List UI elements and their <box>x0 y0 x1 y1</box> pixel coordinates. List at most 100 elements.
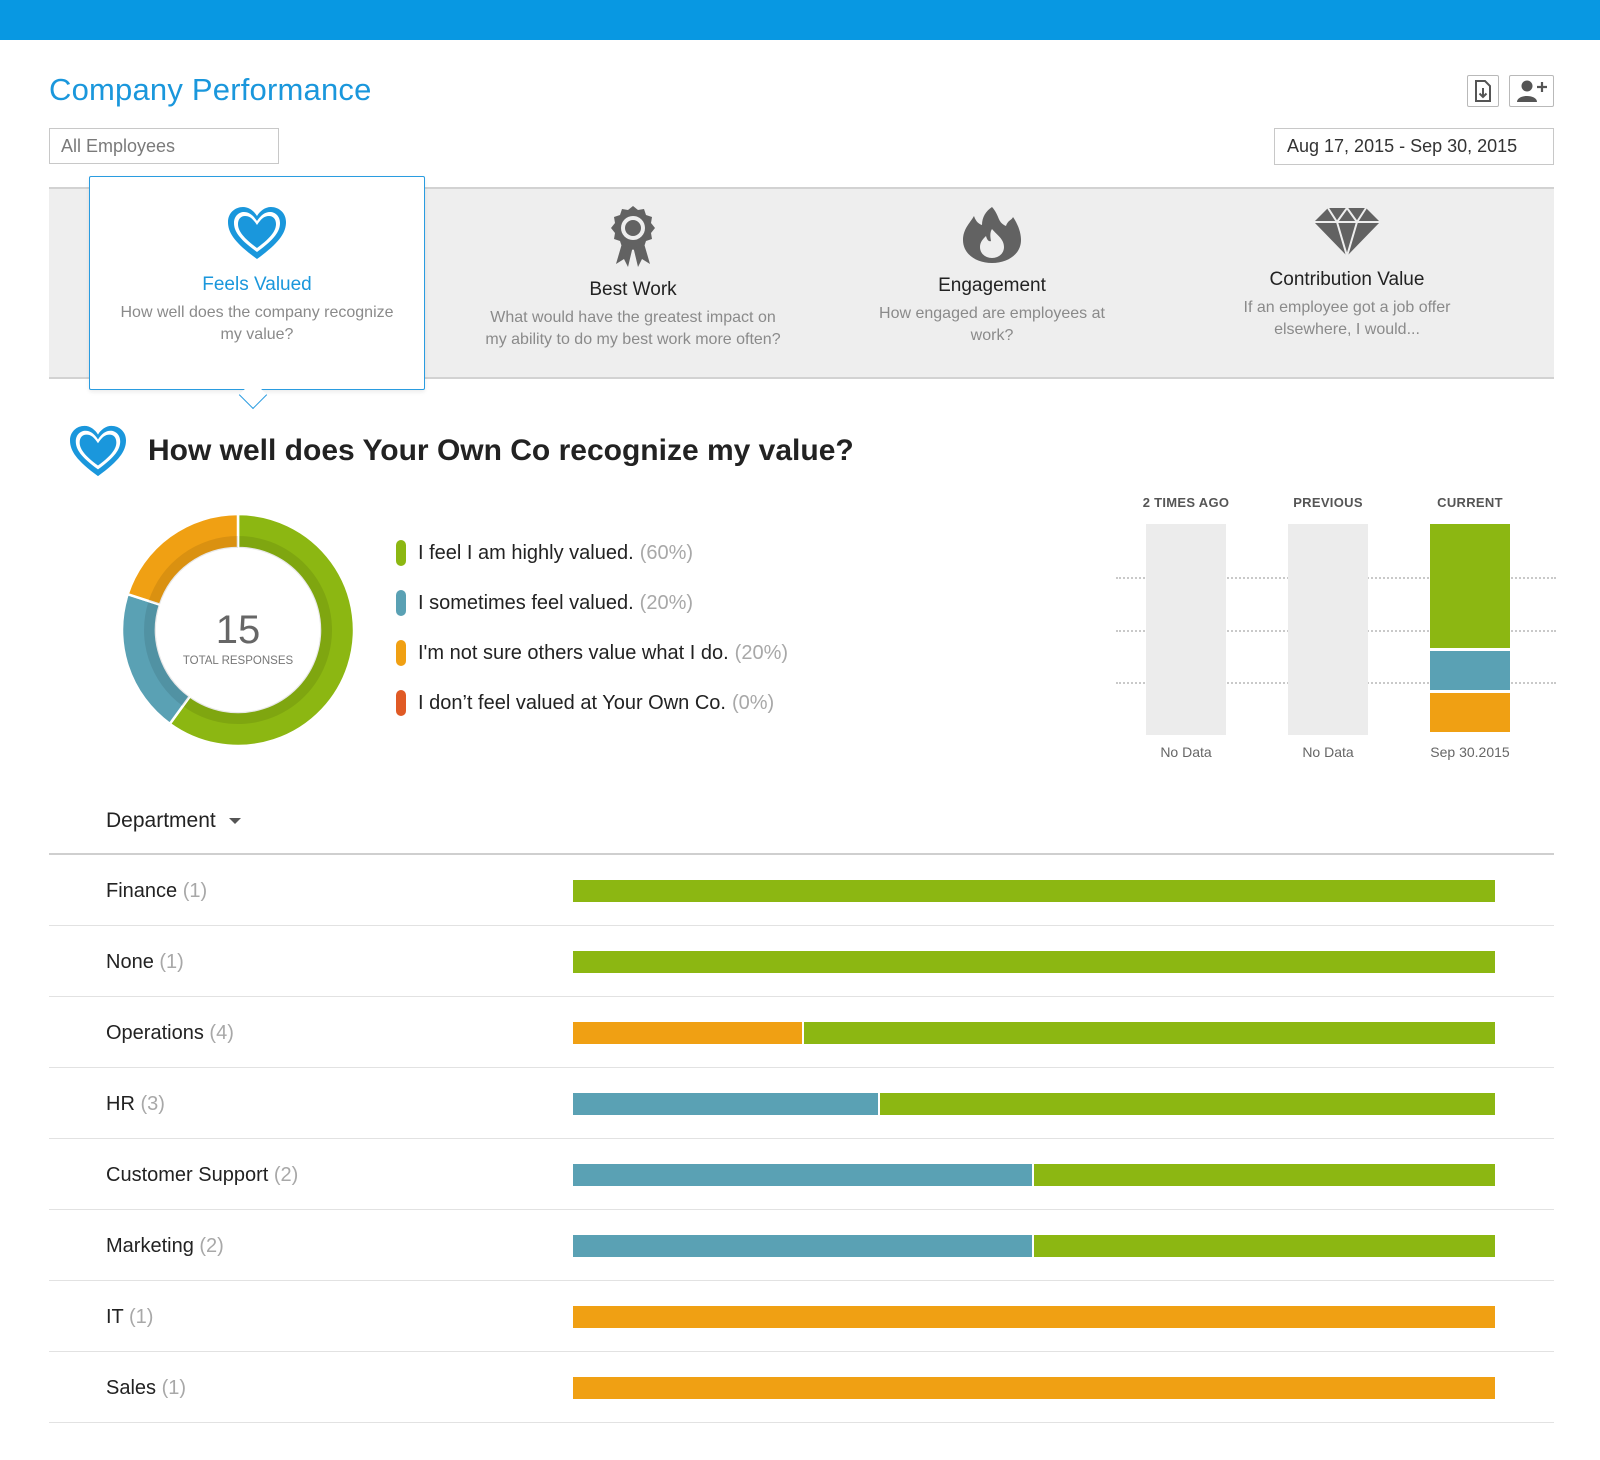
legend-item: I'm not sure others value what I do. (20%… <box>396 640 788 666</box>
date-range-picker[interactable]: Aug 17, 2015 - Sep 30, 2015 <box>1274 128 1554 165</box>
department-bar-segment <box>573 1235 1032 1257</box>
department-label: IT (1) <box>106 1306 153 1329</box>
department-row[interactable]: Marketing (2) <box>49 1210 1554 1281</box>
department-count: (1) <box>182 880 208 902</box>
tab-engagement[interactable]: Engagement How engaged are employees at … <box>857 206 1127 347</box>
history-column-footer: No Data <box>1302 744 1354 760</box>
history-column-header: 2 TIMES AGO <box>1142 495 1230 510</box>
legend-item: I feel I am highly valued. (60%) <box>396 540 788 566</box>
department-row[interactable]: HR (3) <box>49 1068 1554 1139</box>
tab-title: Contribution Value <box>1269 269 1425 290</box>
heart-icon <box>70 425 126 477</box>
legend-label: I don’t feel valued at Your Own Co. <box>418 691 726 714</box>
donut-slice-sometimes-valued-inner-ring <box>144 600 190 707</box>
history-column <box>1146 524 1226 735</box>
department-bar <box>573 1093 1495 1115</box>
department-label: Operations (4) <box>106 1022 234 1045</box>
department-bar-segment <box>573 1377 1495 1399</box>
department-label: Sales (1) <box>106 1377 186 1400</box>
legend-swatch <box>396 640 406 666</box>
response-donut-chart: 15 TOTAL RESPONSES <box>120 512 356 748</box>
legend-swatch <box>396 590 406 616</box>
department-bar-segment <box>1034 1164 1495 1186</box>
tab-title: Best Work <box>589 279 677 300</box>
flame-icon <box>963 207 1021 263</box>
legend-label: I'm not sure others value what I do. <box>418 641 729 664</box>
history-column <box>1430 524 1510 735</box>
tab-title: Feels Valued <box>202 274 312 295</box>
department-bar-segment <box>573 1093 879 1115</box>
department-bar-segment <box>1034 1235 1495 1257</box>
department-bar-segment <box>803 1022 1495 1044</box>
department-count: (4) <box>209 1022 234 1044</box>
export-button[interactable] <box>1467 75 1499 107</box>
question-title: How well does Your Own Co recognize my v… <box>148 434 854 467</box>
department-label: Customer Support (2) <box>106 1164 298 1187</box>
department-count: (1) <box>128 1306 154 1328</box>
page-title: Company Performance <box>49 72 372 107</box>
department-name: HR <box>106 1093 135 1115</box>
tab-description: How well does the company recognize my v… <box>120 304 394 343</box>
department-bar-segment <box>573 1022 802 1044</box>
history-column <box>1288 524 1368 735</box>
department-bar-segment <box>573 1306 1495 1328</box>
heart-icon <box>228 207 286 259</box>
legend-swatch <box>396 540 406 566</box>
department-grouping-dropdown[interactable]: Department <box>106 809 241 833</box>
legend-label: I feel I am highly valued. <box>418 541 634 564</box>
department-row[interactable]: Sales (1) <box>49 1352 1554 1423</box>
history-segment <box>1430 650 1510 690</box>
tab-contribution-value[interactable]: Contribution Value If an employee got a … <box>1212 206 1482 341</box>
legend-percent: (20%) <box>734 641 789 664</box>
department-name: Finance <box>106 880 178 902</box>
department-row[interactable]: Finance (1) <box>49 855 1554 926</box>
department-name: None <box>106 951 154 973</box>
department-header-label: Department <box>106 809 216 832</box>
legend-percent: (60%) <box>639 541 694 564</box>
department-bar <box>573 1377 1495 1399</box>
department-row[interactable]: Customer Support (2) <box>49 1139 1554 1210</box>
department-count: (1) <box>161 1377 187 1399</box>
tab-title: Engagement <box>938 275 1046 296</box>
tab-description: What would have the greatest impact on m… <box>485 309 781 348</box>
history-segment <box>1430 524 1510 648</box>
donut-slice-not-sure-inner-ring <box>148 536 238 605</box>
department-bar <box>573 1022 1495 1044</box>
department-row[interactable]: Operations (4) <box>49 997 1554 1068</box>
total-responses-label: TOTAL RESPONSES <box>183 655 294 667</box>
tab-best-work[interactable]: Best Work What would have the greatest i… <box>478 206 788 351</box>
total-responses-count: 15 <box>216 608 261 652</box>
response-legend: I feel I am highly valued. (60%) I sometim… <box>396 540 788 740</box>
tab-description: How engaged are employees at work? <box>879 305 1105 344</box>
legend-percent: (0%) <box>731 691 775 714</box>
department-bar <box>573 1306 1495 1328</box>
department-label: HR (3) <box>106 1093 165 1116</box>
add-user-icon <box>1516 80 1547 102</box>
department-row[interactable]: IT (1) <box>49 1281 1554 1352</box>
department-name: Marketing <box>106 1235 194 1257</box>
department-name: Sales <box>106 1377 157 1399</box>
export-icon <box>1475 80 1491 102</box>
department-name: Customer Support <box>106 1164 269 1186</box>
department-count: (2) <box>199 1235 224 1257</box>
legend-percent: (20%) <box>639 591 694 614</box>
department-bar <box>573 951 1495 973</box>
department-label: Finance (1) <box>106 880 207 903</box>
tab-feels-valued[interactable]: Feels Valued How well does the company r… <box>89 176 425 390</box>
department-name: IT <box>106 1306 124 1328</box>
legend-swatch <box>396 690 406 716</box>
add-user-button[interactable] <box>1509 75 1554 107</box>
legend-item: I sometimes feel valued. (20%) <box>396 590 788 616</box>
top-bar <box>0 0 1600 40</box>
department-count: (1) <box>159 951 184 973</box>
department-bar-segment <box>880 1093 1495 1115</box>
history-segment <box>1430 692 1510 732</box>
legend-item: I don’t feel valued at Your Own Co. (0%) <box>396 690 788 716</box>
donut-slice-highly-valued-inner-ring <box>182 536 332 724</box>
employees-filter-select[interactable]: All Employees <box>49 128 279 164</box>
department-row[interactable]: None (1) <box>49 926 1554 997</box>
department-bar <box>573 1235 1495 1257</box>
department-count: (3) <box>140 1093 165 1115</box>
department-name: Operations <box>106 1022 204 1044</box>
history-column-footer: Sep 30.2015 <box>1430 744 1510 760</box>
